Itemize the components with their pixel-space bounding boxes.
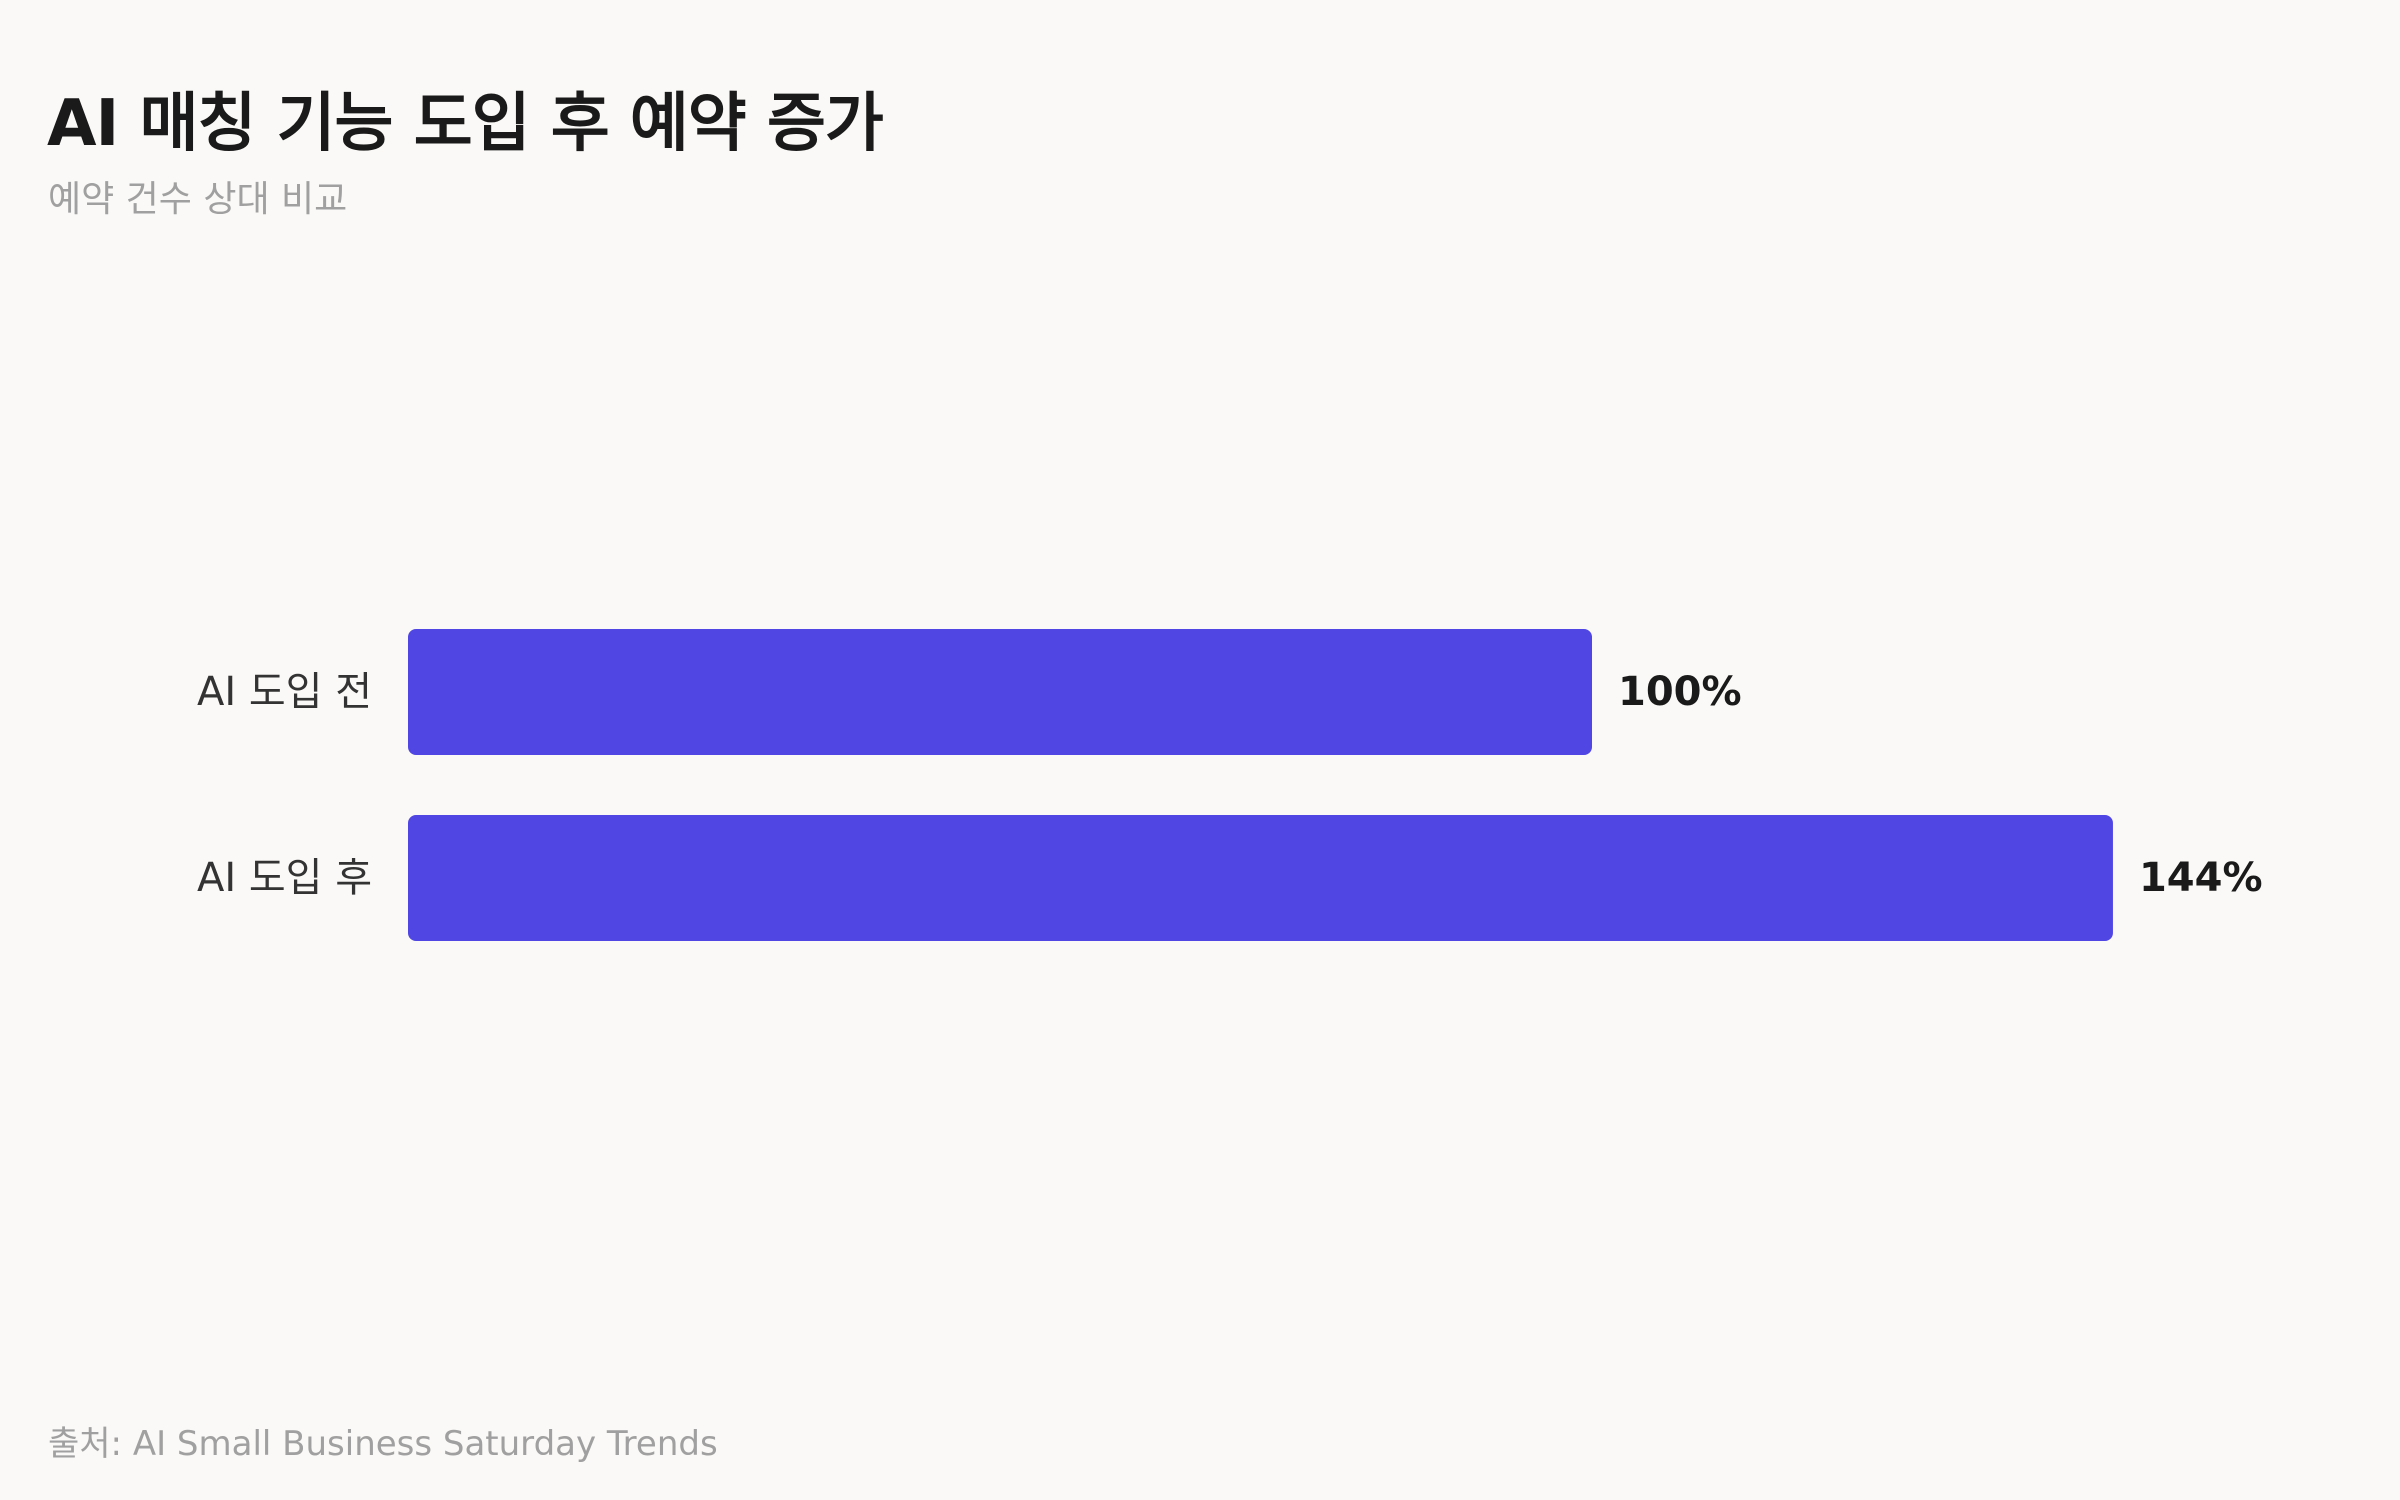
category-label-1: AI 도입 전 xyxy=(197,669,372,715)
chart-title: AI 매칭 기능 도입 후 예약 증가 xyxy=(47,87,884,161)
category-label-2: AI 도입 후 xyxy=(197,855,372,901)
chart-subtitle: 예약 건수 상대 비교 xyxy=(48,179,348,220)
bar-1 xyxy=(408,629,1592,755)
source-note: 출처: AI Small Business Saturday Trends xyxy=(48,1424,718,1464)
value-label-2: 144% xyxy=(2139,855,2263,901)
value-label-1: 100% xyxy=(1618,669,1742,715)
bar-2 xyxy=(408,815,2113,941)
